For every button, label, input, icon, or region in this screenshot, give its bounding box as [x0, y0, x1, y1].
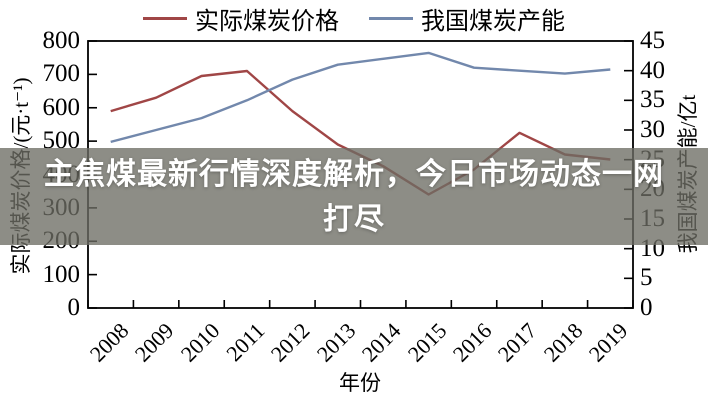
y-tick-label-left: 800	[42, 27, 81, 54]
y-tick-label-right: 40	[640, 56, 665, 84]
y-tick-label-left: 600	[42, 93, 81, 121]
y-tick-label-right: 35	[640, 86, 665, 114]
legend-line-swatch-red	[143, 16, 187, 20]
legend-item-price: 实际煤炭价格	[143, 1, 339, 36]
headline-overlay: 主焦煤最新行情深度解析，今日市场动态一网 打尽	[0, 148, 708, 245]
legend-label: 我国煤炭产能	[421, 8, 565, 35]
legend-item-capacity: 我国煤炭产能	[369, 1, 565, 36]
y-tick-label-left: 100	[42, 260, 81, 288]
legend-line-swatch-blue	[369, 16, 413, 20]
y-tick-label-right: 45	[640, 27, 665, 54]
y-tick-label-left: 0	[67, 294, 81, 321]
y-tick-label-right: 0	[640, 294, 653, 321]
y-tick-label-right: 5	[640, 264, 653, 292]
series-line-capacity	[110, 51, 611, 144]
y-tick-label-left: 700	[42, 60, 81, 88]
legend-label: 实际煤炭价格	[195, 8, 339, 35]
chart-legend: 实际煤炭价格 我国煤炭产能	[0, 1, 708, 36]
x-axis-title: 年份	[339, 371, 381, 395]
headline-text-line1: 主焦煤最新行情深度解析，今日市场动态一网	[44, 157, 664, 191]
headline-text-line2: 打尽	[323, 202, 385, 236]
y-tick-label-right: 30	[640, 116, 665, 143]
